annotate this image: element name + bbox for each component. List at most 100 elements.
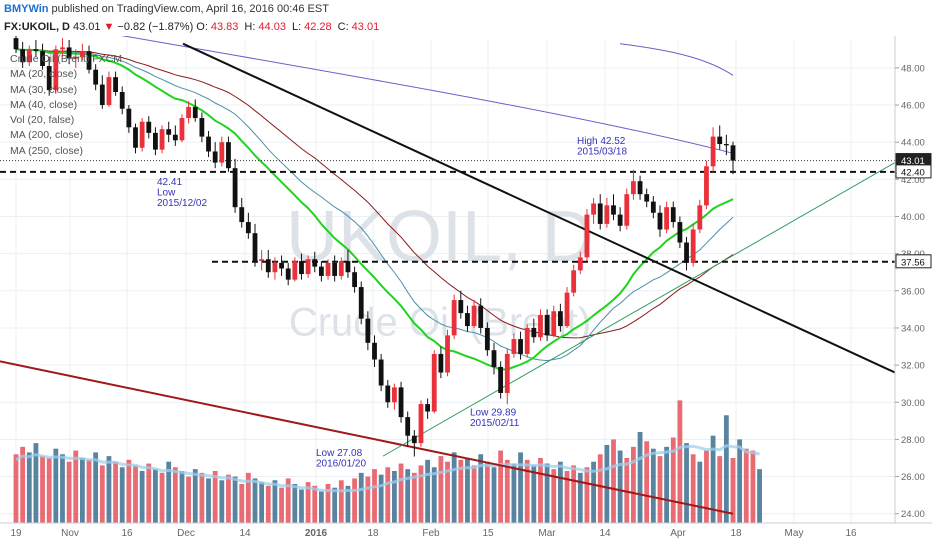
annotation-label: Low 29.89 [470, 407, 517, 418]
volume-bar [591, 461, 596, 523]
volume-bars [13, 400, 762, 523]
candle-body [465, 313, 470, 327]
volume-bar [704, 450, 709, 523]
candle-body [518, 339, 523, 354]
author-name[interactable]: BMYWin [4, 3, 49, 15]
symbol-name[interactable]: FX:UKOIL, D [4, 21, 70, 33]
time-tick-label: 18 [367, 528, 379, 539]
high-label: H: [244, 21, 256, 33]
close-label: C: [337, 21, 349, 33]
volume-bar [511, 463, 517, 523]
volume-ma-line [15, 444, 760, 493]
candle-body [392, 387, 397, 403]
candle-body [451, 300, 457, 336]
candle-body [199, 118, 205, 137]
candle-body [40, 51, 45, 67]
volume-bar [365, 476, 371, 523]
candle-body [425, 404, 431, 412]
volume-bar [232, 476, 238, 523]
candle-body [299, 261, 304, 275]
volume-bar [139, 470, 145, 523]
legend-ma20[interactable]: MA (20, close) [10, 68, 78, 81]
volume-bar [644, 441, 650, 523]
close-value: 43.01 [351, 21, 380, 33]
volume-bar [13, 454, 19, 523]
price-axis-bg [895, 36, 932, 528]
candle-body [524, 327, 530, 354]
volume-bar [133, 465, 138, 523]
candle-body [690, 229, 696, 263]
candle-body [717, 136, 723, 145]
volume-bar [531, 465, 537, 523]
volume-bar [611, 439, 616, 523]
publish-header: BMYWin published on TradingView.com, Apr… [0, 0, 932, 18]
volume-bar [478, 454, 484, 523]
volume-bar [26, 452, 32, 523]
candle-body [491, 350, 497, 367]
trendline-rising-support [382, 162, 896, 457]
volume-bar [285, 478, 291, 523]
candle-body [259, 259, 265, 262]
volume-bar [53, 448, 59, 523]
volume-bar [252, 478, 258, 523]
last-price: 43.01 [73, 21, 101, 33]
legend-volume[interactable]: Vol (20, false) [10, 114, 75, 127]
candle-body [318, 266, 324, 276]
candle-body [245, 222, 251, 234]
volume-bar [33, 443, 39, 523]
volume-bar [332, 487, 338, 523]
volume-bar [166, 461, 172, 523]
candle-body [292, 261, 298, 280]
volume-bar [86, 459, 92, 523]
legend-ma30[interactable]: MA (30, close) [10, 83, 78, 96]
volume-bar [159, 472, 165, 523]
trendline-major-down [182, 42, 896, 374]
candle-body [697, 205, 703, 230]
candle-body [591, 203, 596, 215]
time-tick-label: 14 [239, 528, 251, 539]
candle-body [126, 108, 132, 128]
volume-bar [239, 483, 245, 523]
volume-bar [723, 415, 729, 523]
candle-body [99, 84, 105, 106]
volume-bar [73, 450, 79, 523]
candle-body [325, 262, 331, 276]
volume-bar [597, 454, 603, 523]
volume-bar [551, 469, 557, 523]
time-tick-label: 14 [599, 528, 611, 539]
open-label: O: [196, 21, 208, 33]
candle-body [431, 353, 437, 412]
low-label: L: [291, 21, 302, 33]
volume-bar [199, 472, 205, 523]
volume-bar [458, 459, 464, 523]
volume-bar [106, 456, 112, 523]
candle-body [657, 212, 663, 230]
volume-bar [60, 454, 65, 523]
candle-body [13, 38, 19, 50]
time-tick-label: 18 [730, 528, 742, 539]
price-tag-label: 43.01 [901, 156, 925, 167]
volume-bar [172, 467, 178, 523]
volume-bar [664, 446, 670, 523]
volume-bar [126, 459, 132, 523]
candle-body [279, 262, 284, 269]
legend-ma250[interactable]: MA (250, close) [10, 144, 83, 157]
annotation-label: 2016/01/20 [316, 459, 366, 470]
candle-body [411, 435, 417, 444]
volume-bar [730, 457, 736, 523]
volume-bar [66, 461, 72, 523]
candle-body [418, 404, 424, 444]
candle-body [551, 311, 557, 336]
price-tag-box [895, 164, 932, 179]
legend-ma40[interactable]: MA (40, close) [10, 98, 78, 111]
candle-body [305, 259, 311, 275]
candle-body [704, 166, 709, 206]
legend-symbol[interactable]: Crude Oil (Brent) FXCM [10, 53, 123, 65]
candle-body [265, 259, 271, 273]
candle-body [345, 261, 351, 273]
candle-body [66, 47, 72, 59]
time-tick-label: Mar [538, 528, 556, 539]
candle-body [172, 134, 178, 141]
legend-ma200[interactable]: MA (200, close) [10, 129, 83, 142]
